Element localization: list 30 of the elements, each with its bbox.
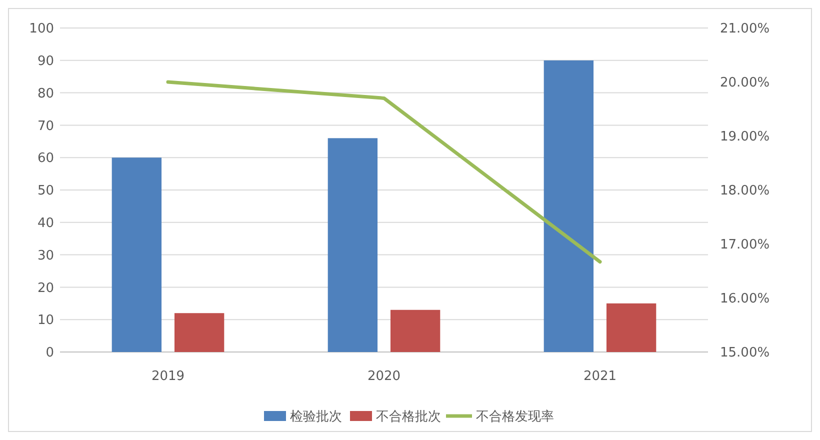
y2-tick-label: 15.00% — [720, 346, 770, 361]
x-tick-label: 2021 — [583, 369, 617, 384]
y-tick-label: 50 — [37, 184, 54, 199]
legend-label: 不合格发现率 — [476, 408, 554, 425]
bar — [112, 158, 162, 352]
bar — [390, 310, 440, 352]
x-tick-label: 2019 — [151, 369, 185, 384]
y-tick-label: 60 — [37, 151, 54, 166]
y-tick-label: 10 — [37, 313, 54, 328]
y-tick-label: 30 — [37, 248, 54, 264]
y-tick-label: 90 — [37, 54, 54, 69]
y2-tick-label: 16.00% — [720, 292, 770, 307]
y-tick-label: 20 — [37, 280, 54, 296]
y2-tick-label: 17.00% — [720, 238, 770, 253]
legend-label: 检验批次 — [290, 410, 342, 425]
legend-label: 不合格批次 — [376, 410, 441, 425]
y2-tick-label: 19.00% — [720, 130, 770, 145]
bar — [544, 60, 594, 352]
bar — [606, 303, 656, 352]
y-tick-label: 80 — [37, 86, 54, 102]
y-tick-label: 40 — [37, 216, 54, 231]
y2-tick-label: 21.00% — [720, 22, 770, 37]
bar — [328, 138, 378, 352]
y-tick-label: 0 — [46, 346, 54, 361]
y-tick-label: 70 — [37, 118, 54, 134]
y-tick-label: 100 — [29, 22, 54, 37]
y2-tick-label: 18.00% — [720, 184, 770, 199]
x-tick-label: 2020 — [367, 369, 401, 384]
y2-tick-label: 20.00% — [720, 76, 770, 91]
bar — [174, 313, 224, 352]
